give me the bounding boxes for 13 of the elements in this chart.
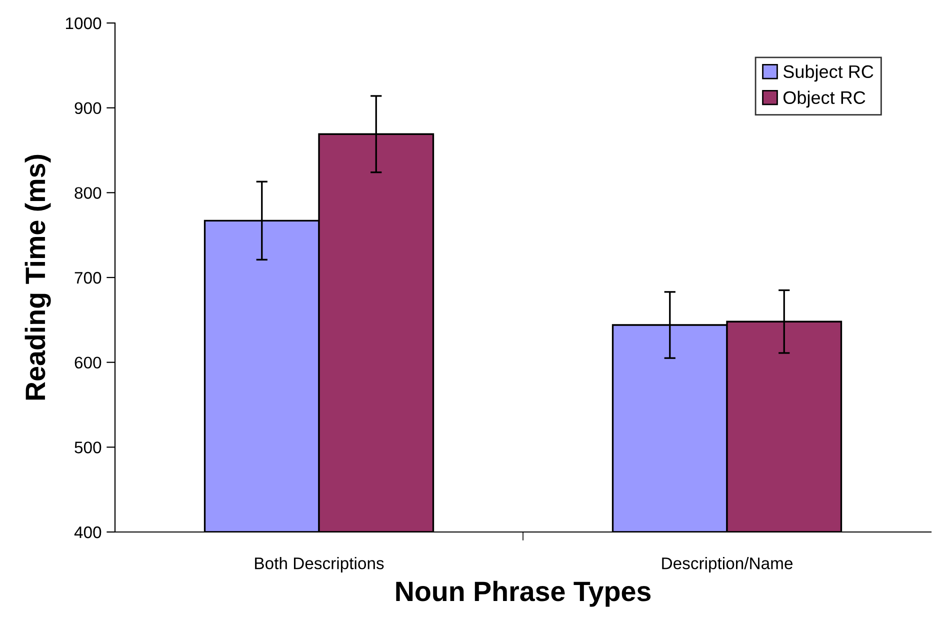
y-tick-label: 1000 — [66, 17, 102, 30]
legend-label: Object RC — [783, 90, 866, 108]
x-tick-label: Description/Name — [662, 557, 792, 573]
legend-label: Subject RC — [783, 64, 874, 82]
y-tick-label: 500 — [74, 442, 102, 454]
y-tick-label: 600 — [74, 356, 102, 369]
x-tick-label: Both Descriptions — [255, 557, 384, 573]
y-tick-label: 900 — [74, 102, 102, 114]
y-tick-label: 400 — [74, 526, 102, 538]
y-axis-title: Reading Time (ms) — [24, 154, 51, 400]
y-tick-label: 700 — [74, 272, 102, 284]
y-tick-label: 800 — [74, 187, 102, 199]
x-axis-title: Noun Phrase Types — [396, 580, 651, 607]
